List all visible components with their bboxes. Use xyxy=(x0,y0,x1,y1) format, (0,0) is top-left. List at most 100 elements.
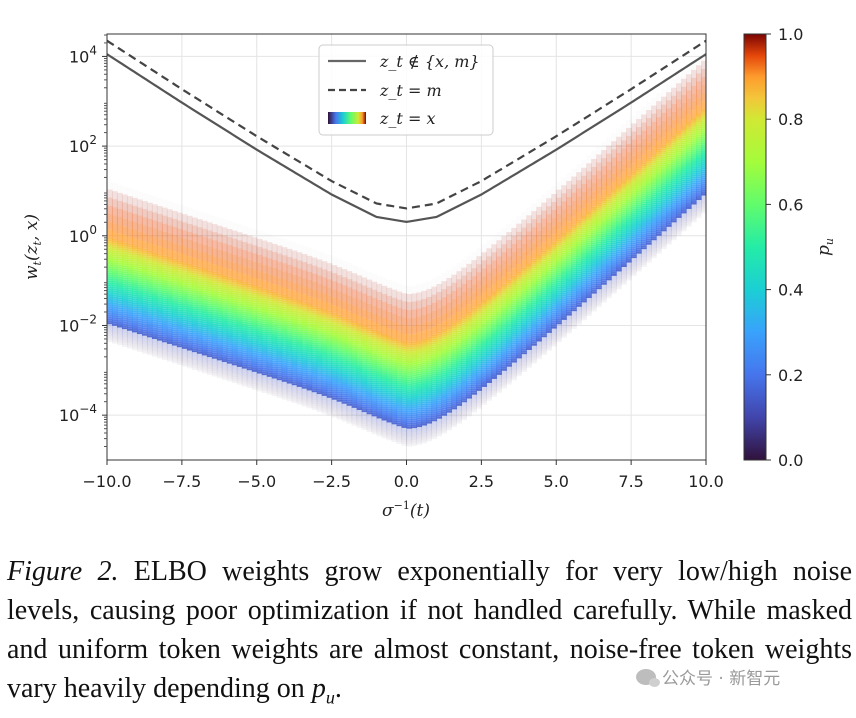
heatmap-cell xyxy=(486,365,492,367)
heatmap-cell xyxy=(501,300,507,302)
heatmap-cell xyxy=(237,355,243,357)
heatmap-cell xyxy=(342,396,348,398)
heatmap-cell xyxy=(337,402,343,404)
heatmap-cell xyxy=(292,369,298,371)
heatmap-cell xyxy=(451,384,457,386)
heatmap-cell xyxy=(382,419,388,421)
heatmap-cell xyxy=(496,322,502,324)
heatmap-cell xyxy=(382,417,388,419)
heatmap-cell xyxy=(426,414,432,416)
heatmap-cell xyxy=(491,359,497,361)
heatmap-cell xyxy=(337,319,343,321)
heatmap-cell xyxy=(481,363,487,365)
heatmap-cell xyxy=(167,267,173,269)
heatmap-cell xyxy=(202,245,208,253)
heatmap-cell xyxy=(352,412,358,414)
heatmap-cell xyxy=(501,359,507,361)
heatmap-cell xyxy=(372,347,378,349)
heatmap-cell xyxy=(342,382,348,384)
heatmap-cell xyxy=(377,389,383,391)
heatmap-column xyxy=(122,186,128,347)
heatmap-cell xyxy=(496,387,502,389)
heatmap-cell xyxy=(407,326,413,334)
heatmap-cell xyxy=(402,363,408,365)
heatmap-cell xyxy=(312,357,318,359)
heatmap-cell xyxy=(117,294,123,296)
heatmap-cell xyxy=(322,285,328,293)
heatmap-cell xyxy=(362,333,368,335)
heatmap-cell xyxy=(197,295,203,297)
heatmap-cell xyxy=(471,341,477,343)
heatmap-cell xyxy=(117,329,123,331)
heatmap-cell xyxy=(222,268,228,275)
heatmap-cell xyxy=(242,250,248,258)
heatmap-cell xyxy=(222,311,228,313)
heatmap-cell xyxy=(332,364,338,366)
heatmap-cell xyxy=(461,341,467,343)
heatmap-cell xyxy=(277,305,283,307)
heatmap-cell xyxy=(382,397,388,399)
heatmap-cell xyxy=(307,343,313,345)
heatmap-cell xyxy=(506,381,512,383)
heatmap-cell xyxy=(227,360,233,362)
heatmap-cell xyxy=(491,304,497,306)
heatmap-cell xyxy=(352,408,358,410)
heatmap-cell xyxy=(402,432,408,434)
heatmap-cell xyxy=(157,347,163,349)
heatmap-cell xyxy=(242,294,248,296)
heatmap-cell xyxy=(491,385,497,387)
heatmap-cell xyxy=(267,351,273,353)
heatmap-column xyxy=(466,256,472,417)
heatmap-cell xyxy=(107,206,113,214)
heatmap-cell xyxy=(307,347,313,349)
heatmap-cell xyxy=(506,331,512,333)
heatmap-cell xyxy=(501,304,507,306)
heatmap-cell xyxy=(382,371,388,373)
heatmap-cell xyxy=(252,348,258,350)
heatmap-cell xyxy=(511,341,517,343)
heatmap-cell xyxy=(307,325,313,327)
heatmap-cell xyxy=(147,353,153,355)
heatmap-cell xyxy=(506,339,512,341)
heatmap-cell xyxy=(506,377,512,379)
heatmap-cell xyxy=(127,262,133,264)
heatmap-cell xyxy=(127,264,133,266)
heatmap-cell xyxy=(182,274,188,276)
heatmap-cell xyxy=(352,353,358,355)
heatmap-cell xyxy=(377,365,383,367)
heatmap-cell xyxy=(407,433,413,435)
heatmap-cell xyxy=(317,366,323,368)
heatmap-cell xyxy=(387,347,393,349)
heatmap-cell xyxy=(377,395,383,397)
heatmap-cell xyxy=(302,341,308,343)
heatmap-cell xyxy=(122,194,128,202)
heatmap-cell xyxy=(252,370,258,372)
heatmap-cell xyxy=(142,201,148,209)
heatmap-cell xyxy=(142,346,148,348)
heatmap-cell xyxy=(292,322,298,324)
heatmap-cell xyxy=(322,406,328,408)
heatmap-cell xyxy=(142,255,148,257)
heatmap-cell xyxy=(157,222,163,230)
heatmap-cell xyxy=(441,331,447,333)
heatmap-cell xyxy=(142,302,148,304)
heatmap-cell xyxy=(212,325,218,327)
heatmap-cell xyxy=(402,398,408,400)
heatmap-cell xyxy=(112,239,118,241)
heatmap-cell xyxy=(137,320,143,322)
heatmap-cell xyxy=(446,340,452,342)
heatmap-cell xyxy=(446,353,452,355)
heatmap-column xyxy=(441,273,447,434)
heatmap-cell xyxy=(282,239,288,247)
heatmap-cell xyxy=(337,392,343,394)
heatmap-cell xyxy=(367,402,373,404)
heatmap-cell xyxy=(207,349,213,351)
heatmap-cell xyxy=(496,359,502,361)
heatmap-cell xyxy=(357,376,363,378)
heatmap-cell xyxy=(302,399,308,401)
heatmap-cell xyxy=(357,400,363,402)
heatmap-cell xyxy=(416,376,422,378)
heatmap-cell xyxy=(227,300,233,302)
heatmap-cell xyxy=(402,438,408,440)
heatmap-cell xyxy=(421,396,427,398)
